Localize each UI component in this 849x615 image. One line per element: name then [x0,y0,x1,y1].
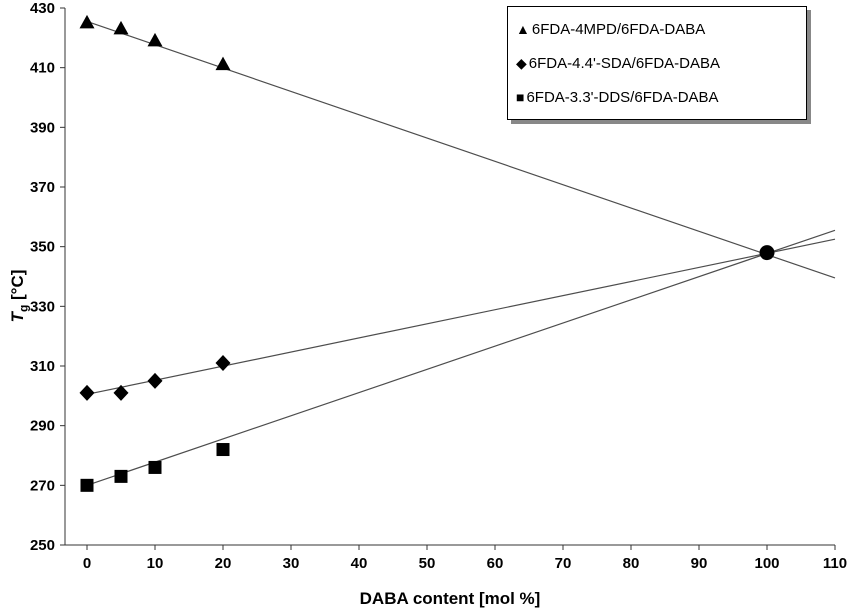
legend-item: ▲ 6FDA-4MPD/6FDA-DABA [516,12,798,46]
x-axis-tick-label: 30 [283,555,300,572]
legend-item: ◆ 6FDA-4.4'-SDA/6FDA-DABA [516,46,798,80]
y-axis-tick-label: 250 [30,537,55,554]
x-axis-title: DABA content [mol %] [359,589,541,608]
diamond-data-marker [79,384,95,401]
y-axis-tick-label: 310 [30,358,55,375]
triangle-data-marker [113,20,129,35]
y-axis-tick-label: 330 [30,298,55,315]
square-marker-icon: ■ [516,89,525,105]
y-axis-subscript: g [16,304,31,313]
legend: ▲ 6FDA-4MPD/6FDA-DABA ◆ 6FDA-4.4'-SDA/6F… [507,6,807,120]
square-data-marker [114,469,128,483]
diamond-data-marker [215,355,231,372]
x-axis-tick-label: 60 [487,555,504,572]
y-axis-tick-label: 410 [30,60,55,77]
x-axis-tick-label: 40 [351,555,368,572]
legend-label: 6FDA-4MPD/6FDA-DABA [531,20,706,38]
legend-label: 6FDA-3.3'-DDS/6FDA-DABA [526,88,719,106]
trendline-diamond [86,238,836,395]
triangle-data-marker [79,14,95,29]
y-axis-title: Tg [°C] [8,236,31,356]
legend-item: ■ 6FDA-3.3'-DDS/6FDA-DABA [516,80,798,114]
x-axis-tick-label: 100 [754,555,779,572]
y-axis-tick-label: 390 [30,119,55,136]
trendline-square [86,229,836,486]
y-axis-tick-label: 370 [30,179,55,196]
x-axis-tick-label: 50 [419,555,436,572]
diamond-data-marker [147,372,163,389]
x-axis-tick-label: 90 [691,555,708,572]
y-axis-tick-label: 290 [30,418,55,435]
triangle-marker-icon: ▲ [516,21,530,37]
diamond-data-marker [113,384,129,401]
y-axis-tick-label: 270 [30,477,55,494]
y-axis-tick-label: 350 [30,239,55,256]
trendline-triangle [86,20,836,279]
diamond-marker-icon: ◆ [516,55,527,71]
x-axis-tick-label: 0 [83,555,91,572]
legend-label: 6FDA-4.4'-SDA/6FDA-DABA [528,54,721,72]
y-axis-units: [°C] [8,269,27,305]
x-axis-tick-label: 80 [623,555,640,572]
convergence-point-marker [759,245,775,261]
y-axis-tick-label: 430 [30,0,55,17]
square-data-marker [80,478,94,492]
square-data-marker [148,460,162,474]
triangle-data-marker [147,32,163,47]
x-axis-tick-label: 20 [215,555,232,572]
x-axis-tick-label: 70 [555,555,572,572]
triangle-data-marker [215,56,231,71]
x-axis-tick-label: 10 [147,555,164,572]
x-axis-tick-label: 110 [823,555,847,572]
square-data-marker [216,443,230,457]
y-axis-symbol: T [8,312,27,323]
